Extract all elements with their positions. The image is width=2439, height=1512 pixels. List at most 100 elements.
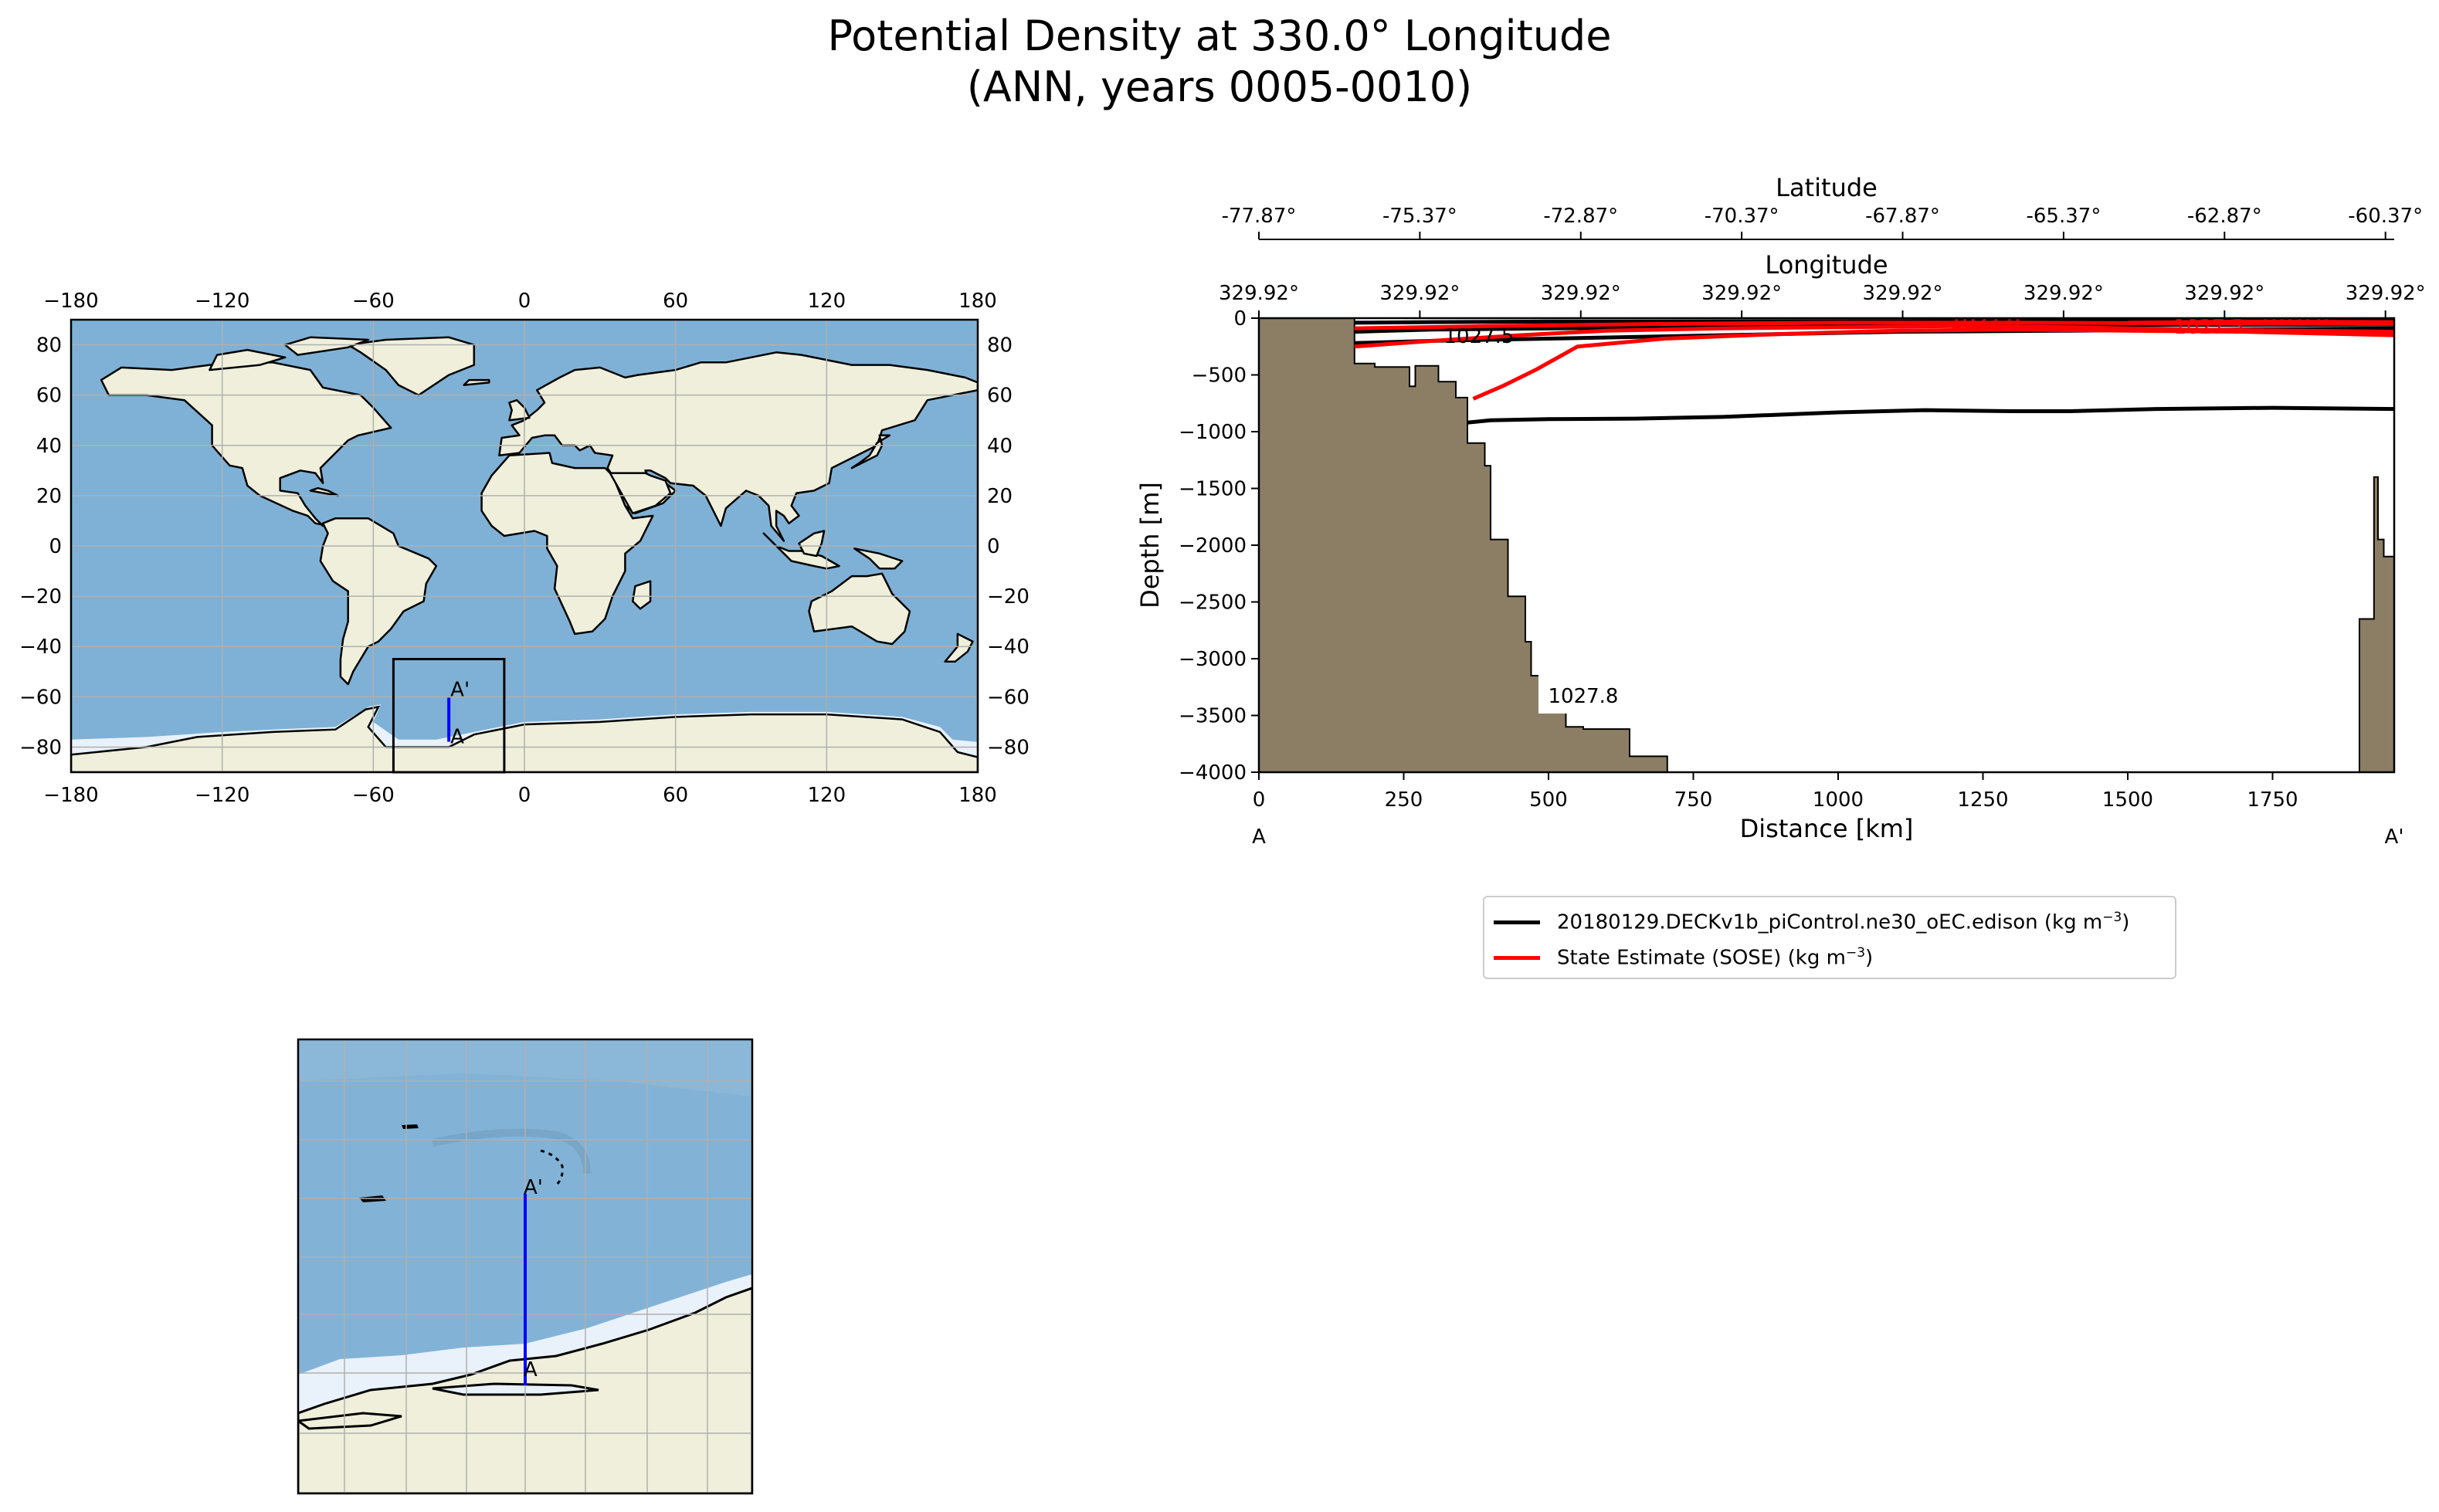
land-indonesia [762,532,840,570]
land-north-america [100,361,392,527]
legend-unit-exponent-observation: −3 [1845,945,1866,961]
world-transect-label-a-prime: A' [450,679,470,702]
section-start-label: A [1252,825,1266,849]
title-line-2: (ANN, years 0005-0010) [966,63,1473,111]
y-axis-label: Depth [m] [1135,482,1165,609]
section-xtick-label: 1250 [1957,788,2008,812]
world-xtick-top: 0 [518,290,531,313]
legend-swatch-observation [1494,955,1540,960]
x-axis-label: Distance [km] [1740,814,1914,843]
zoom-transect-label-a-prime: A' [524,1176,543,1199]
contour-model-0 [1467,405,2394,425]
legend-unit-exponent-model: −3 [2102,910,2122,926]
land-south-america [319,517,438,686]
section-xtick-label: 0 [1253,788,1266,812]
world-ytick-right: −60 [987,686,1030,709]
section-ytick-label: −2500 [1179,592,1247,615]
section-xtick-label: 250 [1385,788,1423,812]
legend-item-observation: State Estimate (SOSE) (kg m−3) [1494,942,1873,973]
world-ytick-left: 60 [36,385,62,408]
world-xtick-bottom: −180 [43,784,98,807]
world-ytick-right: 40 [987,435,1013,458]
longitude-tick-label: 329.92° [2023,282,2104,305]
section-ytick-label: −3000 [1179,648,1247,671]
legend-label-model: 20180129.DECKv1b_piControl.ne30_oEC.edis… [1557,910,2103,934]
world-ytick-right: −20 [987,585,1030,609]
section-ytick-label: −2000 [1179,534,1247,558]
zoom-map: A' A [297,1038,754,1495]
world-ytick-right: −40 [987,636,1030,659]
latitude-tick-label: -67.87° [1865,205,1940,228]
legend-label-observation: State Estimate (SOSE) (kg m [1557,946,1846,970]
world-ytick-right: 60 [987,385,1013,408]
land-borneo [798,530,826,558]
world-ytick-right: −80 [987,736,1030,759]
bathymetry-right [2359,476,2394,772]
contour-sose-0 [1472,327,2394,401]
world-xtick-top: 180 [958,290,997,313]
longitude-tick-label: 329.92° [2346,282,2426,305]
world-ytick-left: 80 [36,334,62,358]
longitude-axis-label: Longitude [1765,250,1888,280]
land-new-guinea [853,548,904,570]
land-arabia-gap [609,472,672,514]
longitude-tick-label: 329.92° [1863,282,1943,305]
contour-label-sose-1027-5: 1027.5 [2174,316,2244,339]
section-end-label: A' [2385,825,2404,849]
latitude-tick-label: -62.87° [2187,205,2262,228]
section-top-axes: -77.87° -75.37° -72.87° -70.37° -67.87° -65.3… [1219,173,2426,318]
section-ytick-label: −3500 [1179,705,1247,728]
latitude-tick-label: -65.37° [2027,205,2101,228]
world-xtick-bottom: −60 [352,784,395,807]
section-ytick-label: −4000 [1179,761,1247,785]
contour-sose-3 [2127,319,2394,325]
world-ytick-left: 20 [36,485,62,508]
world-ticks: −180 −180 −120 −120 −60 −60 0 0 60 60 120 120 180 180… [19,290,1030,807]
section-xtick-label: 1000 [1813,788,1864,812]
world-xtick-top: 120 [808,290,846,313]
land-japan [850,434,891,470]
latitude-tick-label: -60.37° [2348,205,2423,228]
section-xtick-label: 1750 [2247,788,2298,812]
zoom-island-arc [540,1149,564,1187]
world-xtick-top: −120 [195,290,249,313]
world-xtick-bottom: 0 [518,784,531,807]
zoom-frame [297,1038,754,1495]
zoom-island-2 [402,1124,419,1129]
world-ytick-left: 40 [36,435,62,458]
contour-label-model-1027-8: 1027.8 [1549,685,1619,708]
section-xtick-label: 500 [1529,788,1568,812]
land-canada-islands [209,348,287,371]
legend-item-model: 20180129.DECKv1b_piControl.ne30_oEC.edis… [1494,907,2129,937]
world-xtick-bottom: 120 [808,784,846,807]
world-xtick-top: −180 [43,290,98,313]
section-ticks: 0 250 500 750 1000 1250 1500 1750 0 −500 −1000 −150… [1179,307,2298,812]
latitude-axis-label: Latitude [1776,173,1878,202]
bathymetry-left [1259,318,1668,772]
world-xtick-bottom: −120 [195,784,249,807]
legend-close-observation: ) [1865,946,1874,970]
section-ytick-label: 0 [1233,307,1247,331]
world-ytick-left: −40 [19,636,62,659]
density-section-chart: 1027.8 1027.5 1027.5 1027.0 1026.8 0 250 500 75… [1135,173,2426,849]
section-ytick-label: −500 [1192,364,1247,388]
longitude-tick-label: 329.92° [1701,282,1782,305]
contour-label-model-1027-5: 1027.5 [1444,325,1515,348]
latitude-tick-label: -72.87° [1543,205,1618,228]
section-ytick-label: −1000 [1179,421,1247,444]
zoom-ice-tongue [432,1382,599,1396]
longitude-tick-label: 329.92° [1219,282,1299,305]
land-cuba [309,486,339,497]
legend-swatch-model [1494,920,1540,924]
world-ytick-right: 80 [987,334,1013,358]
title-line-1: Potential Density at 330.0° Longitude [827,12,1612,60]
contour-label-sose-1027-0: 1027.0 [1950,310,2020,334]
zoom-coast-fragment [298,1412,402,1430]
world-ytick-right: 20 [987,485,1013,508]
world-ytick-left: 0 [49,535,62,558]
section-xtick-label: 1500 [2102,788,2153,812]
world-xtick-bottom: 60 [663,784,688,807]
land-madagascar [631,580,652,610]
section-xtick-label: 750 [1674,788,1713,812]
